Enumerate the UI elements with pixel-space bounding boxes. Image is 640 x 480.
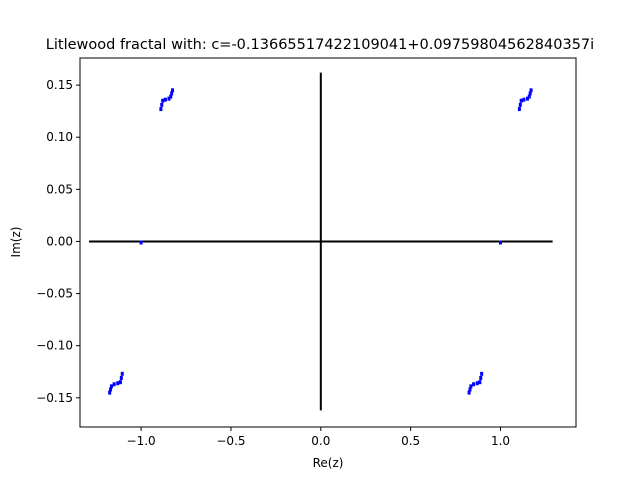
y-tick-label: 0.05 [46, 182, 73, 196]
y-tick-label: −0.10 [36, 339, 73, 353]
data-point [170, 91, 174, 96]
data-point [467, 390, 471, 395]
y-axis-label: Im(z) [9, 227, 23, 258]
y-tick-label: 0.15 [46, 78, 73, 92]
x-tick-label: 0.5 [401, 434, 420, 448]
data-point [120, 371, 124, 376]
chart-title: Litlewood fractal with: c=-0.13665517422… [46, 37, 594, 53]
point-cluster [139, 240, 503, 245]
point-cluster [108, 371, 124, 395]
data-point [479, 376, 483, 381]
data-point [112, 382, 116, 387]
y-tick-label: −0.05 [36, 287, 73, 301]
axes-frame [79, 57, 577, 428]
data-point [169, 94, 173, 99]
data-point [468, 387, 472, 392]
data-point [529, 88, 533, 93]
data-point [499, 240, 503, 245]
data-point [160, 102, 164, 107]
x-tick-label: −1.0 [127, 434, 156, 448]
x-tick-label: 0.0 [311, 434, 330, 448]
data-point [527, 94, 531, 99]
data-point [472, 382, 476, 387]
point-cluster [517, 88, 533, 112]
data-point [525, 96, 529, 101]
x-tick-label: −0.5 [216, 434, 245, 448]
data-point [171, 88, 175, 93]
data-point [167, 96, 171, 101]
x-axis-ticks: −1.0 −0.5 0.0 0.5 1.0 [127, 427, 510, 448]
data-point [116, 381, 120, 386]
y-tick-label: −0.15 [36, 391, 73, 405]
y-axis-ticks: −0.15 −0.10 −0.05 0.00 0.05 0.10 0.15 [36, 78, 80, 405]
data-point [519, 98, 523, 103]
data-point [475, 381, 479, 386]
point-cluster [467, 371, 484, 395]
reference-lines [88, 72, 553, 411]
data-point [108, 390, 112, 395]
x-tick-label: 1.0 [491, 434, 510, 448]
data-point [480, 371, 484, 376]
data-point [119, 376, 123, 381]
data-point [469, 384, 473, 389]
data-point [118, 380, 122, 385]
point-cluster [159, 88, 175, 112]
data-point [109, 387, 113, 392]
data-point [522, 97, 526, 102]
data-points [108, 88, 533, 395]
data-point [161, 98, 165, 103]
y-tick-label: 0.00 [46, 234, 73, 248]
data-point [139, 240, 143, 245]
data-point [163, 97, 167, 102]
data-point [478, 380, 482, 385]
data-point [528, 91, 532, 96]
y-tick-label: 0.10 [46, 130, 73, 144]
x-axis-label: Re(z) [313, 456, 344, 470]
data-point [159, 107, 163, 112]
data-point [517, 107, 521, 112]
data-point [518, 102, 522, 107]
data-point [109, 384, 113, 389]
